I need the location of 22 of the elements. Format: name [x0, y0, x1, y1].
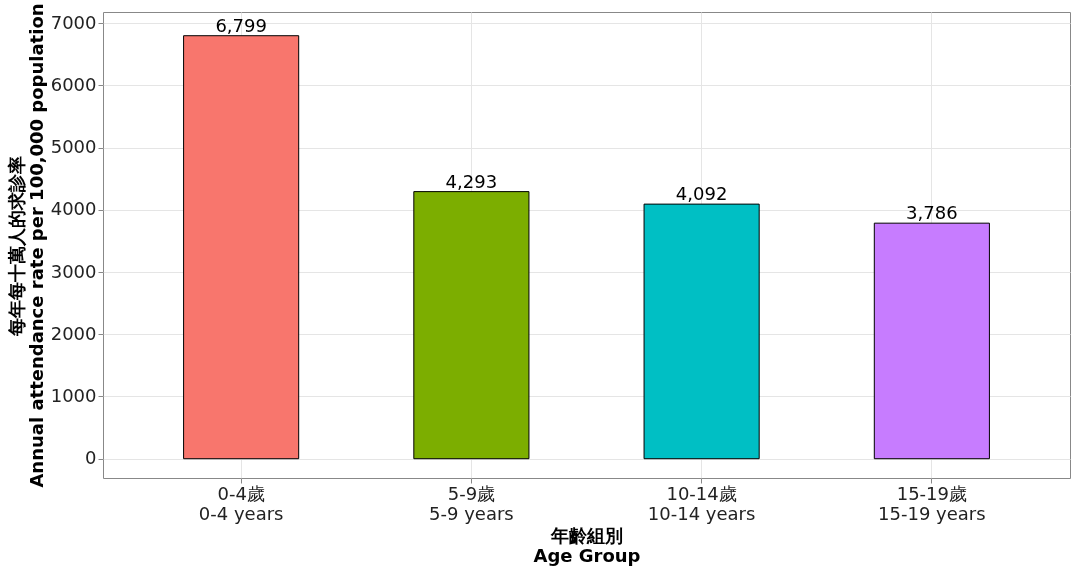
y-tick-label: 7000	[50, 11, 97, 33]
y-axis-title: 每年每十萬人的求診率 Annual attendance rate per 100,000 population	[5, 3, 47, 488]
y-tick-label: 0	[85, 447, 97, 469]
y-tick-label: 6000	[50, 73, 97, 95]
bar	[873, 222, 990, 460]
bar	[413, 191, 530, 460]
x-tick-label: 5-9歲 5-9 years	[429, 482, 514, 524]
data-label: 4,092	[675, 183, 728, 205]
y-tick-label: 5000	[50, 136, 97, 158]
data-label: 3,786	[906, 202, 958, 224]
data-label: 6,799	[215, 14, 267, 36]
bar	[183, 35, 300, 460]
y-tick-label: 2000	[50, 322, 97, 344]
x-tick-label: 15-19歲 15-19 years	[878, 482, 986, 524]
y-tick-label: 4000	[50, 198, 97, 220]
x-tick-label: 10-14歲 10-14 years	[647, 482, 756, 524]
y-tick-label: 3000	[50, 260, 97, 282]
x-axis-title: 年齡組別 Age Group	[533, 524, 641, 566]
x-tick-label: 0-4歲 0-4 years	[198, 482, 284, 524]
bar	[643, 203, 760, 460]
data-label: 4,293	[445, 170, 498, 192]
y-tick-label: 1000	[50, 385, 97, 406]
